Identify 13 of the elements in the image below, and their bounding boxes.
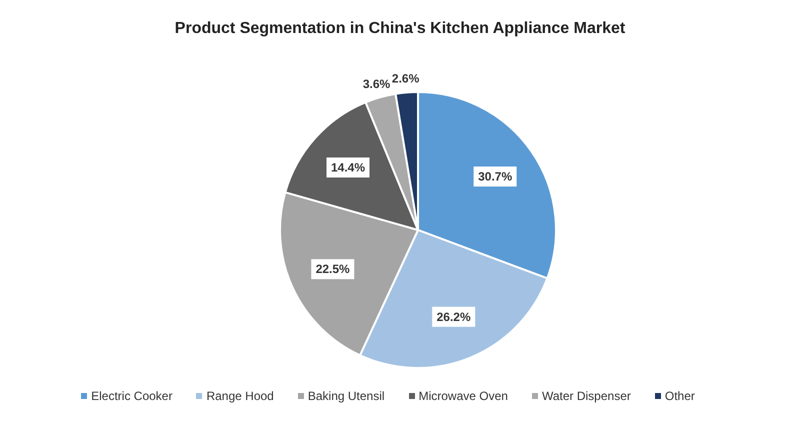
legend-label: Water Dispenser: [542, 389, 631, 403]
data-label: 2.6%: [392, 72, 420, 86]
data-label: 26.2%: [436, 310, 471, 324]
data-label: 3.6%: [362, 76, 391, 91]
legend-label: Range Hood: [206, 389, 274, 403]
legend-label: Baking Utensil: [308, 389, 385, 403]
data-label: 14.4%: [330, 160, 366, 174]
data-label: 22.5%: [316, 262, 350, 276]
data-label: 30.7%: [478, 170, 512, 184]
chart-title: Product Segmentation in China's Kitchen Appliance Market: [174, 19, 626, 39]
legend-label: Microwave Oven: [418, 389, 508, 403]
legend-label: Other: [664, 389, 695, 403]
legend-label: Electric Cooker: [91, 389, 172, 403]
